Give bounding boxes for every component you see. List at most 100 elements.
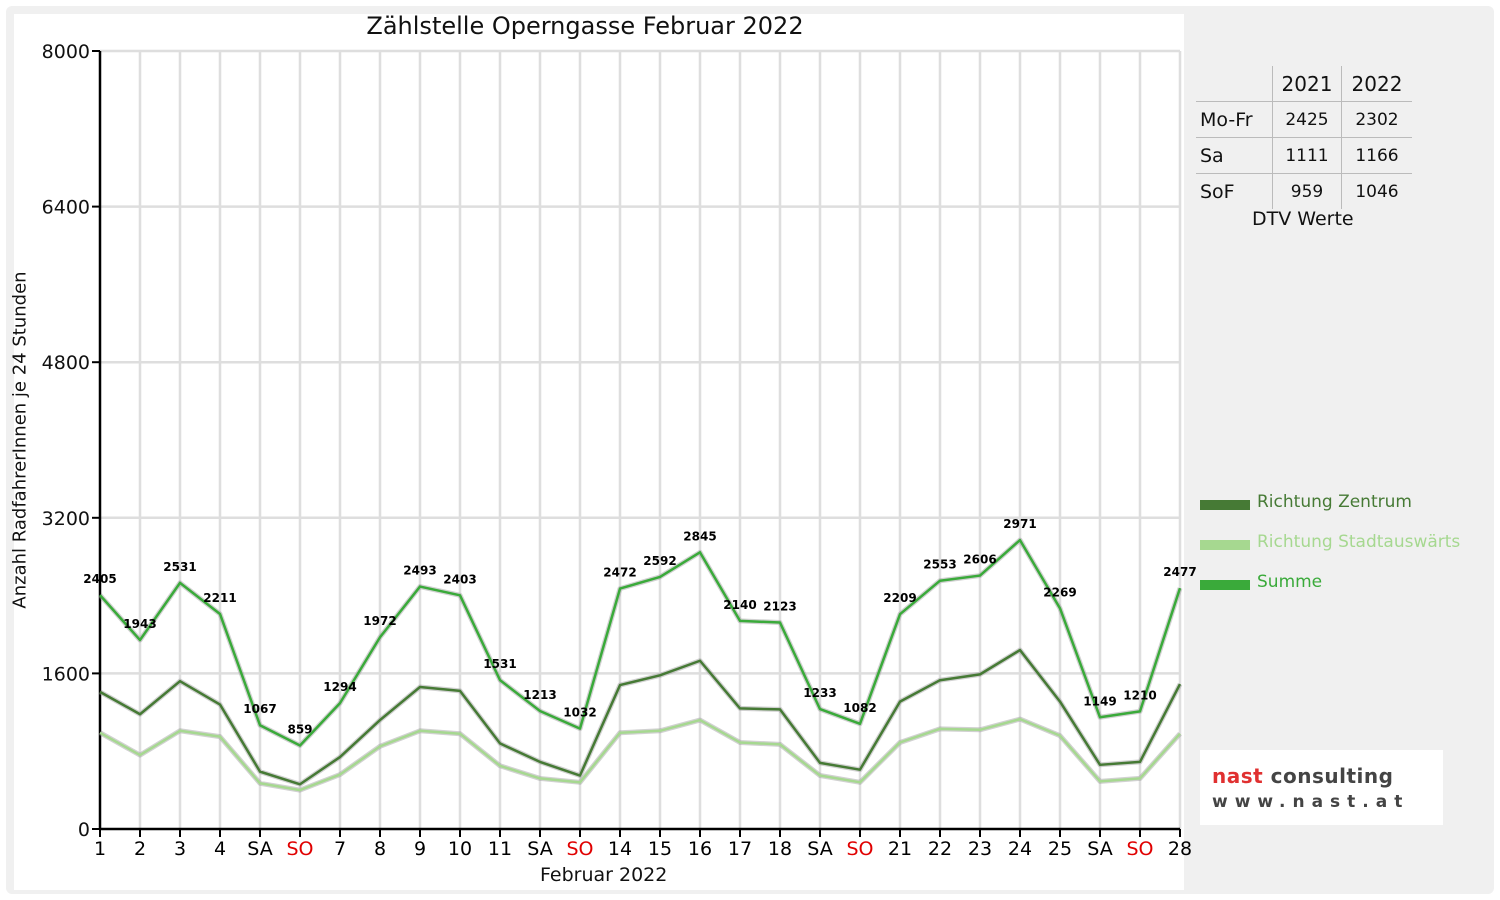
logo-word-consulting: consulting (1263, 764, 1394, 788)
data-label: 859 (287, 722, 312, 736)
x-tick-label: 23 (968, 838, 992, 860)
legend-label: Summe (1257, 572, 1323, 592)
data-label: 2405 (83, 572, 116, 586)
data-label: 1294 (323, 680, 356, 694)
data-label: 1067 (243, 702, 276, 716)
dtv-table: 2021 2022 Mo-Fr 2425 2302 Sa 1111 1166 S… (1196, 66, 1412, 209)
data-label: 2123 (763, 600, 796, 614)
series-line-shadow (98, 716, 1182, 793)
dtv-row-label: Sa (1196, 137, 1273, 174)
dtv-row-mofr: Mo-Fr 2425 2302 (1196, 101, 1412, 138)
x-tick-label: 9 (414, 838, 426, 860)
data-label: 1972 (363, 614, 396, 628)
logo-word-nast: nast (1212, 764, 1264, 788)
dtv-header-row: 2021 2022 (1196, 66, 1412, 102)
legend-swatch (1200, 580, 1250, 590)
y-tick-label: 0 (78, 819, 90, 841)
series-line (99, 717, 1181, 792)
plot-panel (14, 14, 1184, 890)
dtv-row-label: SoF (1196, 173, 1273, 209)
x-tick-label: 22 (928, 838, 952, 860)
dtv-header-2022: 2022 (1341, 66, 1412, 102)
data-label: 1149 (1083, 694, 1116, 708)
x-tick-label: 3 (174, 838, 186, 860)
x-tick-label: SO (286, 838, 313, 860)
x-tick-label: SA (807, 838, 832, 860)
x-tick-label: 14 (608, 838, 632, 860)
x-axis-label: Februar 2022 (540, 864, 668, 886)
legend-label: Richtung Zentrum (1257, 492, 1412, 512)
x-tick-label: SA (1087, 838, 1112, 860)
data-label: 2493 (403, 564, 436, 578)
x-tick-label: 25 (1048, 838, 1072, 860)
dtv-caption: DTV Werte (1252, 208, 1354, 230)
y-tick-label: 6400 (42, 197, 90, 219)
dtv-cell-2021: 2425 (1272, 101, 1342, 138)
chart-title: Zählstelle Operngasse Februar 2022 (366, 12, 804, 40)
data-label: 2553 (923, 558, 956, 572)
x-tick-label: 21 (888, 838, 912, 860)
data-label: 2269 (1043, 585, 1076, 599)
data-label: 2971 (1003, 517, 1036, 531)
dtv-cell-2022: 1166 (1341, 137, 1412, 174)
x-tick-label: 7 (334, 838, 346, 860)
x-tick-label: 10 (448, 838, 472, 860)
y-tick-label: 3200 (42, 508, 90, 530)
x-tick-label: 11 (488, 838, 512, 860)
data-label: 2845 (683, 529, 716, 543)
company-logo: nast consulting www.nast.at (1200, 750, 1443, 825)
data-label: 1213 (523, 688, 556, 702)
x-tick-label: SO (846, 838, 873, 860)
x-tick-label: 28 (1168, 838, 1192, 860)
data-label: 2477 (1163, 565, 1196, 579)
data-label: 2403 (443, 572, 476, 586)
x-tick-label: 16 (688, 838, 712, 860)
data-label: 1082 (843, 701, 876, 715)
data-label: 2592 (643, 554, 676, 568)
data-label: 2140 (723, 598, 756, 612)
x-tick-label: 1 (94, 838, 106, 860)
dtv-row-sa: Sa 1111 1166 (1196, 137, 1412, 174)
data-label: 2211 (203, 591, 236, 605)
x-tick-label: 17 (728, 838, 752, 860)
data-label: 1531 (483, 657, 516, 671)
y-tick-label: 4800 (42, 352, 90, 374)
dtv-header-2021: 2021 (1272, 66, 1342, 102)
dtv-header-empty (1196, 66, 1273, 102)
y-tick-label: 1600 (42, 663, 90, 685)
x-tick-label: 24 (1008, 838, 1032, 860)
series-line (99, 648, 1182, 786)
y-tick-label: 8000 (42, 41, 90, 63)
x-tick-label: 18 (768, 838, 792, 860)
data-label: 1233 (803, 686, 836, 700)
legend-label: Richtung Stadtauswärts (1257, 532, 1461, 552)
data-label: 2209 (883, 591, 916, 605)
dtv-cell-2021: 1111 (1272, 137, 1342, 174)
data-label: 2531 (163, 560, 196, 574)
x-tick-label: SA (527, 838, 552, 860)
x-tick-label: 4 (214, 838, 226, 860)
dtv-row-sof: SoF 959 1046 (1196, 173, 1412, 209)
x-tick-label: SA (247, 838, 272, 860)
data-label: 2606 (963, 553, 996, 567)
dtv-cell-2022: 2302 (1341, 101, 1412, 138)
x-tick-label: 8 (374, 838, 386, 860)
data-label: 2472 (603, 566, 636, 580)
x-tick-label: 15 (648, 838, 672, 860)
series-line (99, 538, 1182, 747)
dtv-cell-2021: 959 (1272, 173, 1342, 209)
dtv-cell-2022: 1046 (1341, 173, 1412, 209)
dtv-row-label: Mo-Fr (1196, 101, 1273, 138)
y-axis-label: Anzahl RadfahrerInnen je 24 Stunden (9, 271, 31, 609)
x-tick-label: SO (1126, 838, 1153, 860)
data-label: 1032 (563, 706, 596, 720)
logo-wordmark: nast consulting (1212, 764, 1393, 788)
x-tick-label: SO (566, 838, 593, 860)
legend-swatch (1200, 540, 1250, 550)
x-tick-label: 2 (134, 838, 146, 860)
data-label: 1210 (1123, 688, 1156, 702)
legend-swatch (1200, 500, 1250, 510)
data-label: 1943 (123, 617, 156, 631)
logo-url: www.nast.at (1212, 792, 1410, 812)
